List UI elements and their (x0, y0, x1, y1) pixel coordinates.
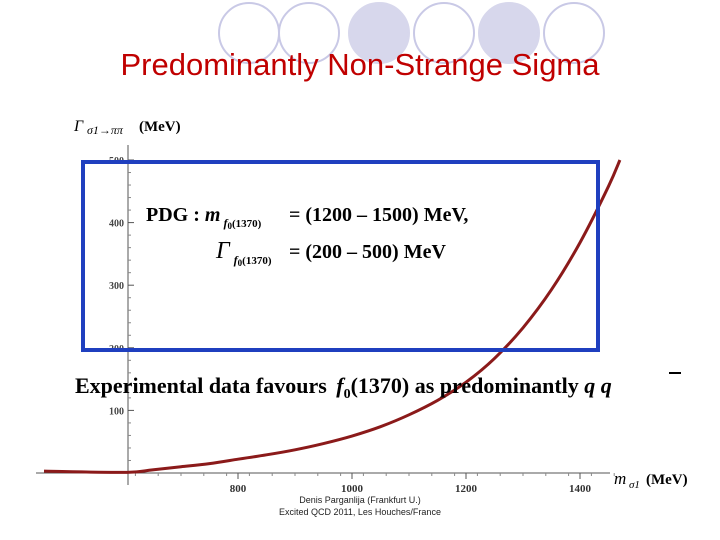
mass-sub-f: f (223, 216, 228, 230)
decor-circle (278, 2, 340, 64)
conclusion-f-sub: 0 (344, 387, 351, 402)
mass-sub-res: (1370) (232, 218, 262, 230)
pdg-label: PDG : (146, 204, 205, 226)
footer-author: Denis Parganlija (Frankfurt U.) (299, 495, 421, 505)
decor-circle (543, 2, 605, 64)
pdg-mass-value: = (1200 – 1500) MeV, (289, 204, 468, 226)
decor-circle (478, 2, 540, 64)
conclusion-middle: as predominantly (409, 373, 584, 398)
mass-sub-idx: 0 (227, 221, 232, 231)
y-tick-label: 400 (109, 219, 124, 230)
x-tick-label: 1400 (569, 483, 592, 495)
width-sub-idx: 0 (238, 258, 243, 268)
x-tick-label: 1200 (455, 483, 478, 495)
conclusion-res: (1370) (351, 373, 410, 398)
footer-venue: Excited QCD 2011, Les Houches/France (279, 507, 441, 517)
pdg-mass-line: PDG : m f0(1370) = (1200 – 1500) MeV, (146, 204, 468, 231)
slide-title: Predominantly Non-Strange Sigma (120, 47, 600, 82)
gamma-symbol: Γ (215, 238, 231, 264)
x-axis-label-sub: σ1 (629, 479, 640, 491)
pdg-highlight-box (81, 160, 600, 352)
m-symbol: m (205, 204, 221, 226)
pdg-width-value: = (200 – 500) MeV (289, 241, 446, 263)
y-tick-label: 300 (109, 281, 124, 292)
footer: Denis Parganlija (Frankfurt U.) Excited … (250, 494, 470, 518)
decorative-circles (0, 0, 720, 110)
conclusion-qq: q q (584, 373, 612, 398)
y-tick-label: 100 (109, 406, 124, 417)
chart-axes (36, 145, 610, 485)
x-tick-label: 800 (230, 483, 247, 495)
conclusion-f: f (336, 373, 346, 398)
series-line (43, 159, 622, 474)
width-sub-f: f (234, 253, 239, 267)
y-axis-label-sub: σ1→ππ (87, 123, 124, 137)
decor-circle (413, 2, 475, 64)
y-axis-label-unit: (MeV) (139, 119, 181, 135)
width-sub-res: (1370) (242, 255, 272, 267)
x-tick-label: 1000 (341, 483, 364, 495)
y-axis-label-main: Γ (73, 118, 84, 135)
conclusion-prefix: Experimental data favours (75, 373, 332, 398)
decor-circle (348, 2, 410, 64)
x-axis-label-unit: (MeV) (646, 472, 688, 488)
x-axis-label-main: m (614, 469, 626, 488)
conclusion-line: Experimental data favours f0(1370) as pr… (75, 373, 612, 402)
